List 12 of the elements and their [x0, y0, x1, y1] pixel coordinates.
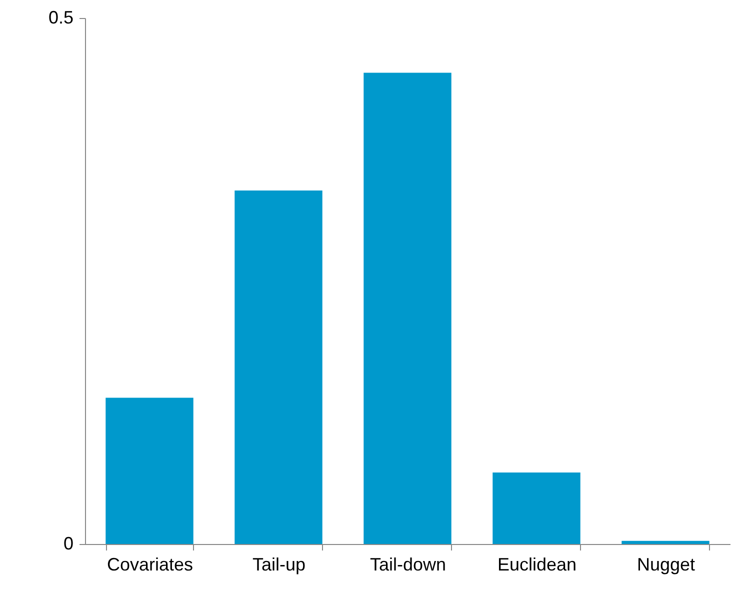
y-tick-label: 0.5 — [48, 8, 74, 28]
bar — [234, 190, 322, 544]
x-tick-label: Nugget — [636, 554, 696, 574]
y-tick-label: 0 — [63, 534, 74, 554]
bar — [106, 398, 194, 544]
x-tick-label: Tail-up — [252, 554, 306, 574]
x-tick-label: Tail-down — [370, 554, 446, 574]
bar — [364, 72, 452, 544]
bar — [622, 540, 710, 544]
x-tick-label: Covariates — [106, 554, 194, 574]
bar — [492, 472, 580, 544]
x-tick-label: Euclidean — [497, 554, 577, 574]
